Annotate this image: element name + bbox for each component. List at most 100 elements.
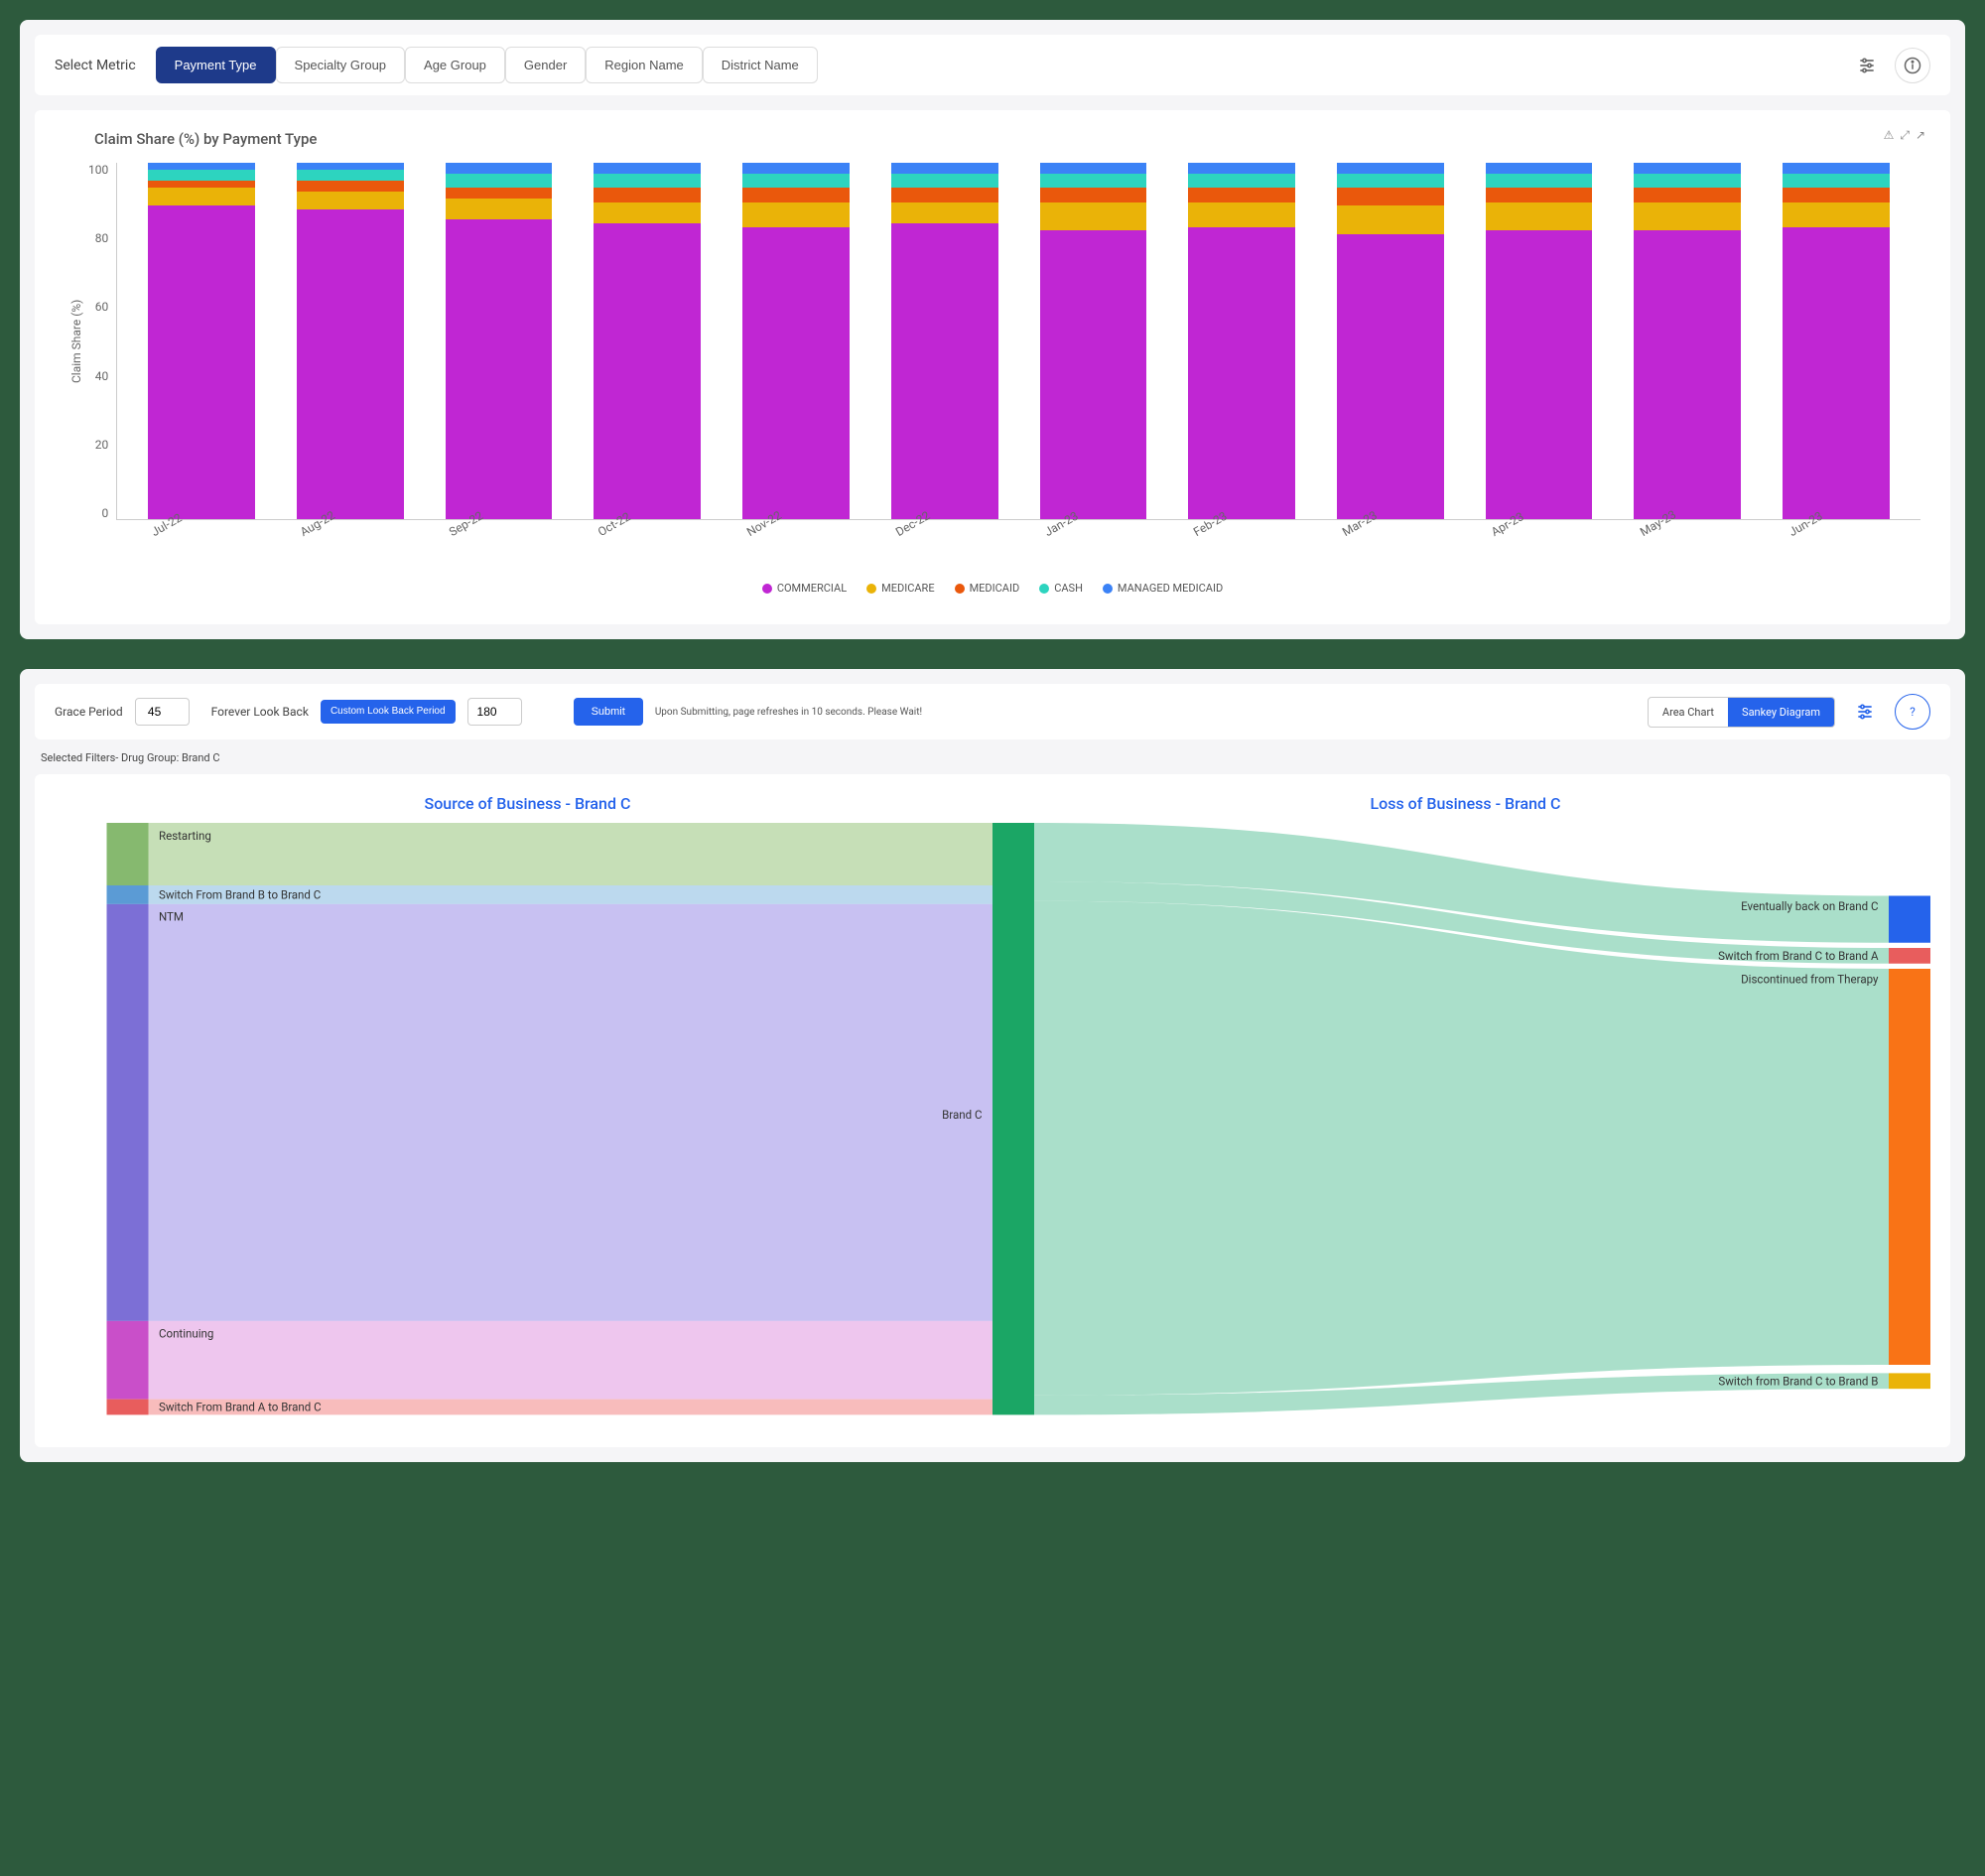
y-tick: 100 (88, 163, 108, 177)
forever-label: Forever Look Back (211, 705, 309, 719)
svg-text:Continuing: Continuing (159, 1327, 213, 1341)
bar-segment (1040, 202, 1147, 231)
sankey-diagram: RestartingSwitch From Brand B to Brand C… (55, 823, 1930, 1427)
export-icon[interactable]: ↗ (1916, 128, 1925, 143)
bar-segment (446, 174, 553, 188)
sankey-title-left: Source of Business - Brand C (425, 794, 631, 813)
metric-age-group[interactable]: Age Group (405, 47, 505, 83)
bar-segment (1040, 174, 1147, 188)
metric-specialty-group[interactable]: Specialty Group (276, 47, 406, 83)
bar-col (594, 163, 701, 519)
help-icon[interactable]: ? (1895, 694, 1930, 730)
legend-label: MEDICARE (881, 582, 934, 595)
panel-claim-share: Select Metric Payment TypeSpecialty Grou… (20, 20, 1965, 639)
chart-type-toggle[interactable]: Area ChartSankey Diagram (1648, 697, 1835, 728)
bar-col (297, 163, 404, 519)
lookback-input[interactable] (467, 698, 522, 726)
bar-segment (891, 174, 998, 188)
bar-segment (1783, 202, 1890, 227)
bar-segment (1783, 163, 1890, 174)
settings-icon[interactable] (1847, 694, 1883, 730)
sankey-toolbar: Grace Period Forever Look Back Custom Lo… (35, 684, 1950, 739)
submit-button[interactable]: Submit (574, 698, 643, 726)
metric-gender[interactable]: Gender (505, 47, 586, 83)
legend-label: CASH (1054, 582, 1083, 595)
custom-lookback-button[interactable]: Custom Look Back Period (321, 700, 456, 724)
info-icon[interactable] (1895, 48, 1930, 83)
sankey-card: Source of Business - Brand C Loss of Bus… (35, 774, 1950, 1447)
bar-segment (1634, 202, 1741, 231)
bar-segment (297, 181, 404, 192)
bar-segment (1486, 174, 1593, 188)
svg-text:Switch from Brand C to Brand A: Switch from Brand C to Brand A (1718, 949, 1879, 963)
bar-segment (446, 163, 553, 174)
metric-district-name[interactable]: District Name (703, 47, 818, 83)
bar-segment (297, 170, 404, 181)
bar-segment (297, 192, 404, 209)
svg-text:Brand C: Brand C (942, 1108, 982, 1122)
filters-text: Selected Filters- Drug Group: Brand C (35, 747, 1950, 774)
bar-col (742, 163, 850, 519)
legend-item: COMMERCIAL (762, 582, 847, 595)
bar-segment (1188, 188, 1295, 201)
svg-text:NTM: NTM (159, 910, 184, 924)
sankey-title-right: Loss of Business - Brand C (1370, 794, 1560, 813)
legend-swatch (1103, 584, 1113, 594)
chart-title: Claim Share (%) by Payment Type (94, 130, 1920, 148)
bar-segment (148, 170, 255, 181)
toggle-sankey-diagram[interactable]: Sankey Diagram (1728, 698, 1834, 727)
toggle-area-chart[interactable]: Area Chart (1649, 698, 1728, 727)
bar-segment (1040, 188, 1147, 201)
chart-mini-toolbar[interactable]: ⚠ ⤢ ↗ (1884, 128, 1925, 143)
bar-segment (148, 181, 255, 188)
bar-segment (1634, 163, 1741, 174)
metric-label: Select Metric (55, 58, 136, 73)
bar-segment (891, 202, 998, 224)
settings-icon[interactable] (1849, 48, 1885, 83)
svg-text:Switch From Brand B to Brand C: Switch From Brand B to Brand C (159, 888, 321, 902)
metric-payment-type[interactable]: Payment Type (156, 47, 276, 83)
bar-segment (891, 163, 998, 174)
y-ticks: 100806040200 (88, 163, 116, 520)
bar-col (1634, 163, 1741, 519)
x-ticks: Jul-22Aug-22Sep-22Oct-22Nov-22Dec-22Jan-… (114, 520, 1920, 542)
grace-input[interactable] (135, 698, 190, 726)
legend-item: MEDICAID (955, 582, 1020, 595)
metric-region-name[interactable]: Region Name (586, 47, 703, 83)
y-tick: 40 (88, 369, 108, 383)
bar-segment (297, 163, 404, 170)
y-tick: 20 (88, 438, 108, 452)
bar-segment (1486, 202, 1593, 231)
bar-segment (148, 188, 255, 205)
svg-text:Switch from Brand C to Brand B: Switch from Brand C to Brand B (1718, 1374, 1878, 1388)
bar-segment (742, 174, 850, 188)
legend-item: MEDICARE (866, 582, 934, 595)
y-tick: 80 (88, 231, 108, 245)
legend: COMMERCIAL MEDICARE MEDICAID CASH MANAGED ME… (65, 582, 1920, 595)
bar-segment (1486, 188, 1593, 201)
bar-segment (594, 163, 701, 174)
legend-label: COMMERCIAL (777, 582, 847, 595)
bar-segment (1337, 174, 1444, 188)
bar-segment (1634, 174, 1741, 188)
legend-label: MANAGED MEDICAID (1118, 582, 1223, 595)
panel-sankey: Grace Period Forever Look Back Custom Lo… (20, 669, 1965, 1462)
svg-text:Discontinued from Therapy: Discontinued from Therapy (1741, 973, 1879, 987)
svg-text:Switch From Brand A to Brand C: Switch From Brand A to Brand C (159, 1401, 322, 1414)
expand-icon[interactable]: ⤢ (1900, 128, 1910, 143)
grace-label: Grace Period (55, 705, 123, 719)
bar-segment (446, 199, 553, 220)
warning-icon[interactable]: ⚠ (1884, 128, 1895, 143)
bar-segment (891, 188, 998, 201)
bar-segment (742, 188, 850, 201)
legend-label: MEDICAID (970, 582, 1020, 595)
y-tick: 0 (88, 506, 108, 520)
metric-buttons: Payment TypeSpecialty GroupAge GroupGend… (156, 47, 818, 83)
bar-col (446, 163, 553, 519)
bar-segment (1783, 174, 1890, 188)
legend-swatch (762, 584, 772, 594)
legend-item: MANAGED MEDICAID (1103, 582, 1223, 595)
bar-segment (742, 163, 850, 174)
svg-text:Eventually back on Brand C: Eventually back on Brand C (1741, 899, 1878, 913)
submit-note: Upon Submitting, page refreshes in 10 se… (655, 706, 922, 719)
